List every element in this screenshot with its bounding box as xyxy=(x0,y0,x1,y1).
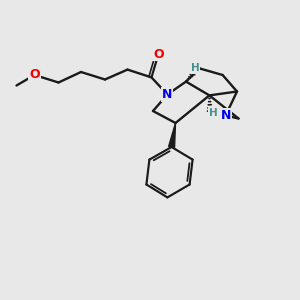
Text: H: H xyxy=(190,63,200,73)
Text: O: O xyxy=(29,68,40,82)
Text: N: N xyxy=(220,109,231,122)
Polygon shape xyxy=(169,123,176,148)
Text: N: N xyxy=(162,88,172,101)
Text: H: H xyxy=(209,107,218,118)
Text: O: O xyxy=(153,47,164,61)
